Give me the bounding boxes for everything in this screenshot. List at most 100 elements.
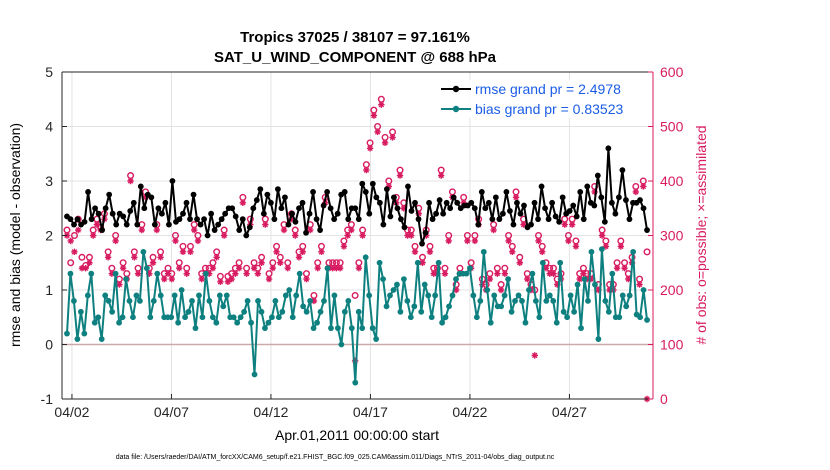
bias-point [539, 259, 546, 266]
rmse-point [306, 210, 313, 217]
rmse-point [507, 208, 513, 214]
bias-point [324, 265, 331, 272]
rmse-point [313, 216, 320, 223]
obs-assimilated-point [565, 237, 572, 245]
bias-point [466, 265, 473, 272]
rmse-point [148, 194, 155, 201]
obs-assimilated-point [329, 265, 336, 272]
rmse-point [619, 167, 626, 174]
rmse-point [528, 221, 534, 228]
rmse-point [401, 224, 408, 231]
bias-point [470, 292, 477, 299]
y-tick-label: 5 [45, 64, 53, 80]
bias-point [119, 314, 126, 321]
legend-background [436, 80, 652, 118]
bias-point [508, 308, 515, 315]
obs-assimilated-point [426, 248, 434, 256]
rmse-point [123, 221, 130, 228]
rmse-point [616, 194, 622, 201]
bias-point [126, 298, 133, 304]
rmse-point [355, 216, 362, 223]
legend: rmse grand pr = 2.4978 bias grand pr = 0… [436, 80, 652, 118]
obs-assimilated-point [385, 183, 393, 190]
bias-point [300, 303, 307, 310]
bias-point [67, 270, 74, 277]
obs-assimilated-point [568, 221, 576, 228]
bias-point [564, 314, 571, 321]
rmse-point [155, 205, 162, 212]
bias-point [557, 259, 564, 266]
rmse-point [412, 199, 418, 206]
obs-assimilated-point [438, 172, 445, 179]
x-tick-label: 04/12 [253, 404, 288, 420]
y2-tick-label: 300 [660, 228, 684, 244]
bias-point [640, 287, 647, 293]
rmse-point [447, 205, 454, 212]
obs-assimilated-point [119, 265, 127, 272]
rmse-point [296, 205, 302, 212]
bias-point [168, 314, 175, 321]
rmse-point [74, 216, 81, 223]
obs-assimilated-point [265, 275, 273, 283]
rmse-point [503, 189, 510, 195]
rmse-point [580, 216, 587, 223]
bias-point [265, 319, 272, 326]
bias-point [553, 319, 560, 326]
chart-title-line-2: SAT_U_WIND_COMPONENT @ 688 hPa [214, 49, 497, 66]
legend-bias-marker [452, 105, 460, 113]
bias-point [137, 298, 143, 304]
obs-assimilated-point [112, 237, 119, 245]
bias-point [435, 259, 442, 266]
bias-point [473, 314, 480, 321]
obs-assimilated-point [501, 270, 509, 277]
obs-assimilated-point [445, 237, 452, 245]
bias-point [150, 298, 157, 304]
obs-assimilated-point [561, 221, 568, 228]
obs-assimilated-point [524, 275, 531, 283]
rmse-point [282, 194, 288, 201]
obs-assimilated-point [299, 248, 306, 256]
rmse-point [369, 180, 376, 187]
bias-point [154, 270, 161, 277]
obs-assimilated-point [78, 265, 86, 272]
rmse-point [239, 216, 246, 223]
bias-point [248, 319, 254, 326]
y-tick-label: 3 [45, 173, 53, 189]
obs-assimilated-point [497, 286, 505, 294]
rmse-point [334, 210, 341, 217]
rmse-point [383, 186, 390, 193]
bias-point [550, 298, 557, 304]
rmse-point [264, 191, 271, 198]
bias-point [81, 330, 88, 337]
obs-assimilated-point [640, 183, 647, 190]
obs-possible-point [67, 259, 75, 267]
bias-point [449, 292, 456, 299]
bias-point [182, 314, 188, 321]
rmse-point [88, 216, 95, 223]
bias-point [334, 325, 341, 332]
bias-point [439, 319, 446, 326]
bias-point [529, 270, 536, 277]
obs-assimilated-point [636, 281, 643, 288]
obs-assimilated-point [411, 248, 419, 256]
obs-assimilated-point [146, 270, 153, 277]
bias-point [310, 325, 317, 332]
y2-axis-label: # of obs: o=possible; ×=assimilated [693, 125, 709, 344]
rmse-point [246, 224, 253, 231]
y-tick-label: 4 [45, 119, 53, 135]
x-tick-label: 04/02 [54, 404, 89, 420]
rmse-point [289, 210, 295, 217]
rmse-point [303, 229, 309, 236]
legend-rmse-marker [452, 85, 460, 93]
obs-assimilated-point [336, 265, 344, 272]
obs-assimilated-point [131, 254, 138, 261]
bias-point [616, 314, 623, 321]
obs-assimilated-point [172, 237, 179, 245]
bias-point [289, 314, 296, 321]
bias-point [130, 314, 136, 321]
bias-point [102, 292, 109, 299]
bias-point [404, 298, 411, 304]
bias-point [446, 303, 452, 310]
obs-assimilated-point [613, 265, 621, 272]
rmse-point [443, 199, 450, 206]
